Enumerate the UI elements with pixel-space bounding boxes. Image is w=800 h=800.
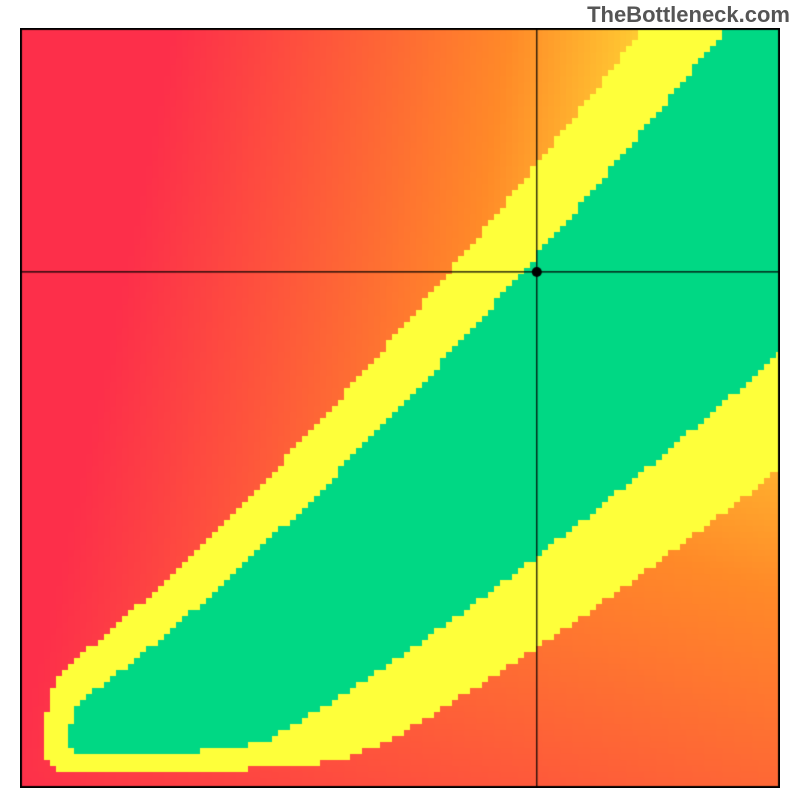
watermark-text: TheBottleneck.com	[587, 2, 790, 28]
heatmap-canvas	[20, 28, 780, 788]
bottleneck-heatmap	[20, 28, 780, 788]
